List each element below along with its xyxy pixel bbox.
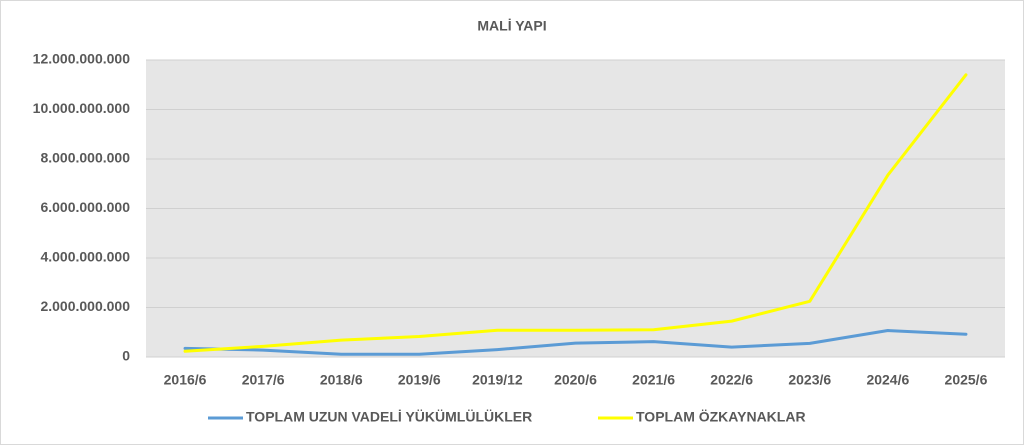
x-tick-label: 2018/6 xyxy=(320,372,363,388)
y-tick-label: 8.000.000.000 xyxy=(40,150,130,166)
y-tick-label: 6.000.000.000 xyxy=(40,199,130,215)
x-tick-label: 2019/6 xyxy=(398,372,441,388)
y-tick-label: 0 xyxy=(122,348,130,364)
x-tick-label: 2025/6 xyxy=(945,372,988,388)
legend-label: TOPLAM UZUN VADELİ YÜKÜMLÜLÜKLER xyxy=(246,409,532,425)
x-tick-label: 2016/6 xyxy=(164,372,207,388)
x-tick-label: 2019/12 xyxy=(472,372,523,388)
series-line xyxy=(183,329,968,356)
x-tick-label: 2020/6 xyxy=(554,372,597,388)
x-tick-label: 2024/6 xyxy=(866,372,909,388)
y-tick-label: 4.000.000.000 xyxy=(40,249,130,265)
chart-title: MALİ YAPI xyxy=(477,18,546,34)
y-tick-label: 12.000.000.000 xyxy=(33,51,131,67)
legend-label: TOPLAM ÖZKAYNAKLAR xyxy=(636,409,806,425)
y-tick-label: 2.000.000.000 xyxy=(40,298,130,314)
x-tick-label: 2017/6 xyxy=(242,372,285,388)
series-line xyxy=(183,73,968,353)
x-tick-label: 2021/6 xyxy=(632,372,675,388)
x-tick-label: 2023/6 xyxy=(788,372,831,388)
y-tick-label: 10.000.000.000 xyxy=(33,100,131,116)
x-tick-label: 2022/6 xyxy=(710,372,753,388)
